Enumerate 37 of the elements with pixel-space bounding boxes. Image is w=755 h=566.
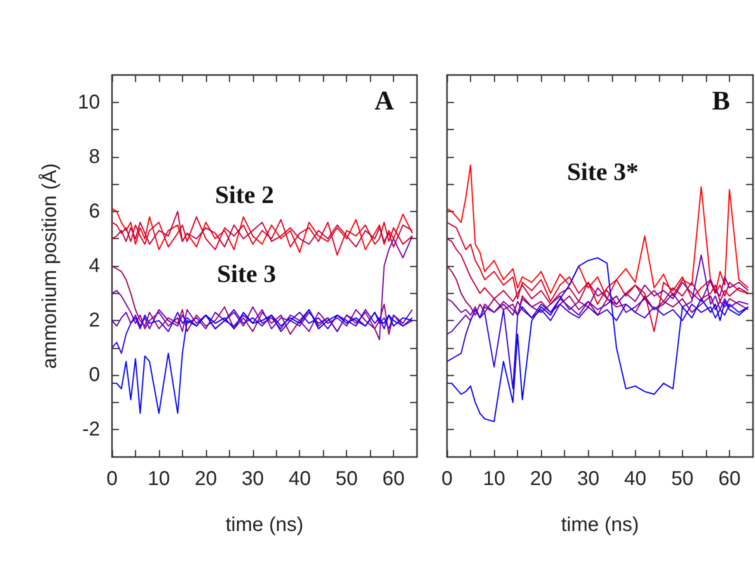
x-tick-label: 30 [577,468,600,490]
annotation: Site 3* [567,159,639,186]
y-tick-label: 0 [88,364,100,386]
line-series [111,265,413,335]
y-tick-label: 8 [88,146,100,168]
y-tick-label: 6 [88,200,100,222]
line-series [111,210,413,248]
line-series [111,309,413,354]
line-series [111,208,413,253]
x-tick-label: 10 [148,468,170,490]
x-tick-label: 50 [671,468,694,490]
y-tick-label: 2 [88,310,100,332]
x-tick-label: 0 [441,468,453,490]
x-tick-label: 60 [382,468,405,490]
line-series [111,309,413,414]
x-tick-label: 60 [718,468,741,490]
y-tick-label: 10 [78,91,100,114]
annotation: Site 2 [215,182,274,209]
line-series [111,235,413,340]
line-series [111,309,413,332]
line-series [111,216,413,256]
x-tick-label: 40 [624,468,646,490]
annotation: Site 3 [217,261,276,288]
y-tick-label: -2 [82,418,100,441]
x-axis-title: time (ns) [226,514,304,536]
x-axis-title: time (ns) [561,514,639,536]
y-axis-title: ammonium position (Å) [38,163,61,369]
x-tick-label: 30 [242,468,264,490]
chart-title: A [374,86,394,116]
x-tick-label: 20 [194,468,217,490]
x-tick-label: 10 [482,468,506,490]
x-tick-label: 40 [288,468,311,490]
x-tick-label: 20 [530,468,552,490]
y-tick-label: 4 [88,255,100,277]
x-tick-label: 0 [106,468,118,490]
chart-title: B [712,86,730,116]
x-tick-label: 50 [335,468,358,490]
